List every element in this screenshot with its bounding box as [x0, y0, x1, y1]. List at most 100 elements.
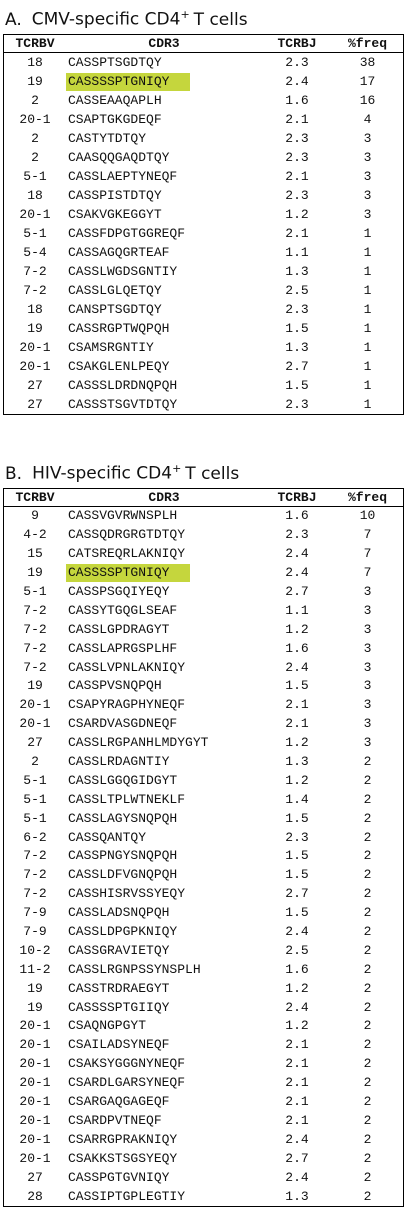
cell: 2.5 — [285, 942, 309, 958]
cdr3-text: CASSSTSGVTDTQY — [68, 396, 178, 412]
cell: 20-1 — [19, 1037, 51, 1053]
cdr3-text: CSAKGLENLPEQY — [68, 358, 170, 374]
cdr3-text: CSAKKSTSGSYEQY — [68, 1150, 178, 1166]
cell: 2 — [363, 754, 372, 770]
cell: 1.2 — [285, 735, 309, 751]
table-row: 28 CASSIPTGPLEGTIY 1.3 2 — [4, 1187, 404, 1206]
cell: 2.4 — [285, 73, 309, 89]
table-row: 7-9 CASSLADSNQPQH 1.5 2 — [4, 904, 404, 923]
table-row: 20-1 CSAKGLENLPEQY 2.7 1 — [4, 357, 404, 376]
cdr3-text: CASSLTPLWTNEKLF — [68, 791, 186, 807]
cell: 7-2 — [23, 282, 47, 298]
cdr3-text: CASSPGTGVNIQY — [68, 1169, 170, 1185]
cell: 2.7 — [285, 584, 309, 599]
cell: 2 — [363, 1150, 372, 1166]
cell: CSAPTGKGDEQF — [66, 110, 262, 129]
cell: 2 — [31, 149, 39, 165]
cell: 5-1 — [23, 791, 47, 807]
cdr3-text: CASSLDFVGNQPQH — [68, 867, 178, 883]
cell: CASSLDPGPKNIQY — [66, 923, 262, 942]
cell: 1.1 — [285, 244, 309, 260]
cell: 7-2 — [23, 848, 47, 864]
cdr3-text: CASSLRGNPSSYNSPLH — [68, 961, 201, 977]
title-text-end: T cells — [185, 463, 240, 484]
table-row: 19 CASSSSPTGIIQY 2.4 2 — [4, 998, 404, 1017]
cell: CATSREQRLAKNIQY — [66, 545, 262, 564]
cell: 2.4 — [285, 924, 309, 940]
cell: CASSLGGQGIDGYT — [66, 771, 262, 790]
table-row: 20-1 CSAILADSYNEQF 2.1 2 — [4, 1036, 404, 1055]
cell: CASSSLDRDNQPQH — [66, 376, 262, 395]
cell: 2.1 — [285, 111, 309, 127]
table-row: 27 CASSSLDRDNQPQH 1.5 1 — [4, 376, 404, 395]
cell: 5-4 — [23, 244, 47, 260]
cell: CSAKGLENLPEQY — [66, 357, 262, 376]
cdr3-text: CASSLAPRGSPLHF — [68, 640, 178, 656]
table-row: 20-1 CSARDPVTNEQF 2.1 2 — [4, 1112, 404, 1131]
cell: 20-1 — [19, 1018, 51, 1034]
cell: 2 — [363, 961, 372, 977]
cell: 2 — [363, 1112, 372, 1128]
data-table: TCRBV CDR3 TCRBJ %freq 18 CASSPTSGDTQY 2.3 38 19… — [3, 34, 404, 415]
cell: CSARDLGARSYNEQF — [66, 1074, 262, 1093]
table-row: 11-2 CASSLRGNPSSYNSPLH 1.6 2 — [4, 960, 404, 979]
cell: 2.1 — [285, 225, 309, 241]
cdr3-text: CASSRGPTWQPQH — [68, 320, 170, 336]
cell: 38 — [359, 54, 376, 70]
cell: 2.3 — [285, 149, 309, 165]
cell: 6-2 — [23, 829, 47, 845]
cdr3-text: CASSSSPTGNIQY — [66, 72, 190, 91]
cdr3-text: CASSLRDAGNTIY — [68, 754, 170, 770]
cell: 2.3 — [285, 301, 309, 317]
cell: 1.6 — [285, 961, 309, 977]
section-title: B. HIV-specific CD4+ T cells — [3, 456, 402, 488]
cell: CASSLTPLWTNEKLF — [66, 790, 262, 809]
cell: 2 — [363, 1056, 372, 1072]
cell: 10 — [359, 508, 376, 524]
cell: 2 — [363, 1131, 372, 1147]
cell: CSAMSRGNTIY — [66, 338, 262, 357]
cell: CSAKSYGGGNYNEQF — [66, 1055, 262, 1074]
cell: CASSLGPDRAGYT — [66, 620, 262, 639]
cell: 2 — [31, 92, 39, 108]
table-row: 18 CASSPTSGDTQY 2.3 38 — [4, 53, 404, 73]
section: B. HIV-specific CD4+ T cells TCRBV CDR3 TCRBJ… — [3, 456, 404, 1207]
cell: CASSLRDAGNTIY — [66, 753, 262, 772]
cell: 10-2 — [19, 942, 51, 958]
cell: 7 — [363, 546, 372, 562]
cell: 20-1 — [19, 1075, 51, 1091]
cdr3-text: CASSSSPTGIIQY — [68, 999, 170, 1015]
cell: CSAKKSTSGSYEQY — [66, 1149, 262, 1168]
table-row: 2 CASSLRDAGNTIY 1.3 2 — [4, 753, 404, 772]
cell: CSAILADSYNEQF — [66, 1036, 262, 1055]
cdr3-text: CASSAGQGRTEAF — [68, 244, 170, 260]
cell: CASSPSGQIYEQY — [66, 583, 262, 602]
cell: CAASQQGAQDTQY — [66, 148, 262, 167]
cdr3-text: CASSLADSNQPQH — [68, 905, 170, 921]
table-row: 7-2 CASSHISRVSSYEQY 2.7 2 — [4, 885, 404, 904]
cell: CASSPNGYSNQPQH — [66, 847, 262, 866]
cell: 2 — [363, 791, 372, 807]
title-text: CMV-specific CD4 — [31, 9, 181, 30]
data-table: TCRBV CDR3 TCRBJ %freq 9 CASSVGVRWNSPLH 1.6 10 4… — [3, 488, 404, 1207]
cell: 11-2 — [19, 961, 51, 977]
cell: 1.2 — [285, 772, 309, 788]
table-row: 19 CASSPVSNQPQH 1.5 3 — [4, 677, 404, 696]
table-row: 20-1 CSAKKSTSGSYEQY 2.7 2 — [4, 1149, 404, 1168]
cdr3-text: CASSLGPDRAGYT — [68, 621, 170, 637]
column-header: %freq — [332, 34, 404, 53]
cell: 7-2 — [23, 659, 47, 675]
cell: CASSYTGQGLSEAF — [66, 601, 262, 620]
cdr3-text: CASSLGLQETQY — [68, 282, 162, 298]
cell: CASSSSPTGNIQY — [66, 72, 262, 91]
cdr3-text: CASSEAAQAPLH — [68, 92, 162, 108]
column-header: TCRBJ — [262, 488, 332, 507]
cell: 16 — [359, 92, 376, 108]
cell: 2.4 — [285, 1169, 309, 1185]
cell: 2 — [363, 999, 372, 1015]
table-row: 18 CASSPISTDTQY 2.3 3 — [4, 186, 404, 205]
cell: 2.3 — [285, 130, 309, 146]
cell: 1.6 — [285, 640, 309, 656]
cell: 3 — [363, 640, 372, 656]
cell: 20-1 — [19, 1056, 51, 1072]
